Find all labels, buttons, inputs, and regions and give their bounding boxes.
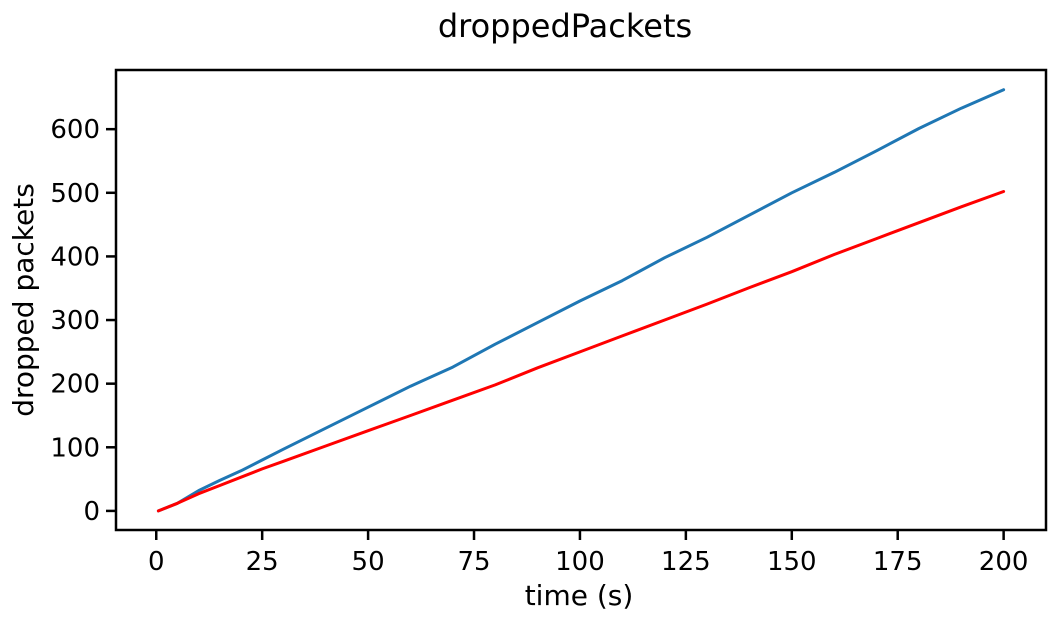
x-tick-label: 150: [767, 547, 817, 577]
x-axis-label: time (s): [525, 579, 634, 612]
x-tick-label: 50: [352, 547, 385, 577]
y-axis-label: dropped packets: [7, 183, 40, 417]
x-tick-label: 200: [979, 547, 1029, 577]
series-line-1: [156, 88, 1006, 513]
x-tick-label: 25: [246, 547, 279, 577]
y-tick-label: 100: [50, 433, 100, 463]
x-tick-label: 125: [661, 547, 711, 577]
x-tick-label: 175: [873, 547, 923, 577]
x-tick-label: 75: [457, 547, 490, 577]
x-tick-label: 100: [555, 547, 605, 577]
chart-title: droppedPackets: [438, 7, 692, 45]
y-tick-label: 200: [50, 370, 100, 400]
y-axis-ticks: 0 100 200 300 400 500 600: [50, 115, 116, 527]
y-tick-label: 400: [50, 242, 100, 272]
x-tick-label: 0: [148, 547, 165, 577]
y-tick-label: 300: [50, 306, 100, 336]
y-tick-label: 600: [50, 115, 100, 145]
series-layer: [156, 88, 1006, 513]
y-tick-label: 500: [50, 179, 100, 209]
series-line-2: [156, 190, 1006, 513]
y-tick-label: 0: [83, 497, 100, 527]
x-axis-ticks: 0 25 50 75 100 125 150 175 200: [148, 530, 1028, 577]
